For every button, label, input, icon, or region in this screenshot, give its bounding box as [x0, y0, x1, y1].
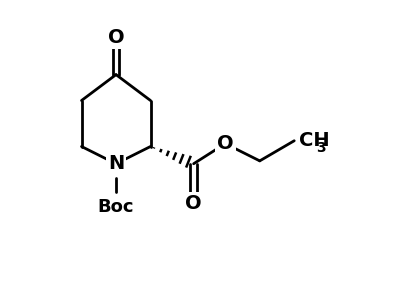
- Text: O: O: [185, 195, 202, 214]
- Text: N: N: [108, 154, 124, 173]
- Text: O: O: [217, 134, 233, 153]
- Text: 3: 3: [316, 141, 325, 155]
- Text: Boc: Boc: [98, 198, 134, 216]
- Text: O: O: [108, 28, 124, 47]
- Text: CH: CH: [299, 131, 329, 150]
